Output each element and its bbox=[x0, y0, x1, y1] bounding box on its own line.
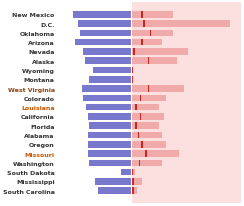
Bar bbox=[121, 169, 131, 176]
Bar bbox=[143, 21, 145, 28]
Bar bbox=[88, 114, 131, 120]
Bar bbox=[83, 95, 131, 102]
Bar bbox=[95, 178, 131, 185]
Bar bbox=[131, 77, 133, 83]
Bar bbox=[148, 86, 149, 92]
Bar bbox=[88, 151, 131, 157]
Bar bbox=[145, 151, 147, 157]
Bar bbox=[86, 104, 131, 111]
Bar bbox=[131, 58, 177, 65]
Bar bbox=[88, 141, 131, 148]
Bar bbox=[93, 67, 131, 74]
Bar bbox=[131, 49, 188, 55]
Bar bbox=[131, 169, 133, 176]
Bar bbox=[73, 12, 131, 19]
Bar bbox=[131, 67, 133, 74]
Bar bbox=[89, 160, 131, 166]
Bar bbox=[78, 21, 131, 28]
Bar bbox=[131, 160, 162, 166]
Bar bbox=[131, 95, 166, 102]
Bar bbox=[141, 141, 142, 148]
Bar bbox=[131, 178, 142, 185]
Bar bbox=[139, 160, 140, 166]
Bar bbox=[138, 132, 139, 139]
Bar bbox=[135, 123, 137, 129]
Bar bbox=[131, 67, 133, 74]
Bar bbox=[89, 123, 131, 129]
Bar bbox=[140, 95, 142, 102]
Bar bbox=[83, 49, 131, 55]
Bar bbox=[131, 187, 137, 194]
Bar bbox=[131, 30, 173, 37]
Bar bbox=[131, 77, 133, 83]
Bar bbox=[148, 58, 149, 65]
Bar bbox=[85, 58, 131, 65]
Bar bbox=[131, 132, 162, 139]
Bar bbox=[133, 49, 135, 55]
Bar bbox=[132, 178, 134, 185]
Bar bbox=[89, 77, 131, 83]
Bar bbox=[141, 40, 142, 46]
Bar bbox=[98, 187, 131, 194]
Bar bbox=[131, 104, 159, 111]
Bar bbox=[131, 21, 230, 28]
Bar bbox=[131, 40, 162, 46]
Bar bbox=[82, 86, 131, 92]
Bar bbox=[131, 141, 166, 148]
Bar bbox=[131, 3, 241, 203]
Bar bbox=[131, 12, 173, 19]
Bar bbox=[131, 123, 159, 129]
Bar bbox=[80, 30, 131, 37]
Bar bbox=[131, 169, 135, 176]
Bar bbox=[88, 132, 131, 139]
Bar bbox=[135, 104, 137, 111]
Bar bbox=[141, 12, 142, 19]
Bar bbox=[75, 40, 131, 46]
Bar bbox=[131, 114, 164, 120]
Bar bbox=[131, 86, 184, 92]
Bar bbox=[132, 187, 134, 194]
Bar bbox=[140, 114, 142, 120]
Bar bbox=[150, 30, 152, 37]
Bar bbox=[131, 151, 179, 157]
